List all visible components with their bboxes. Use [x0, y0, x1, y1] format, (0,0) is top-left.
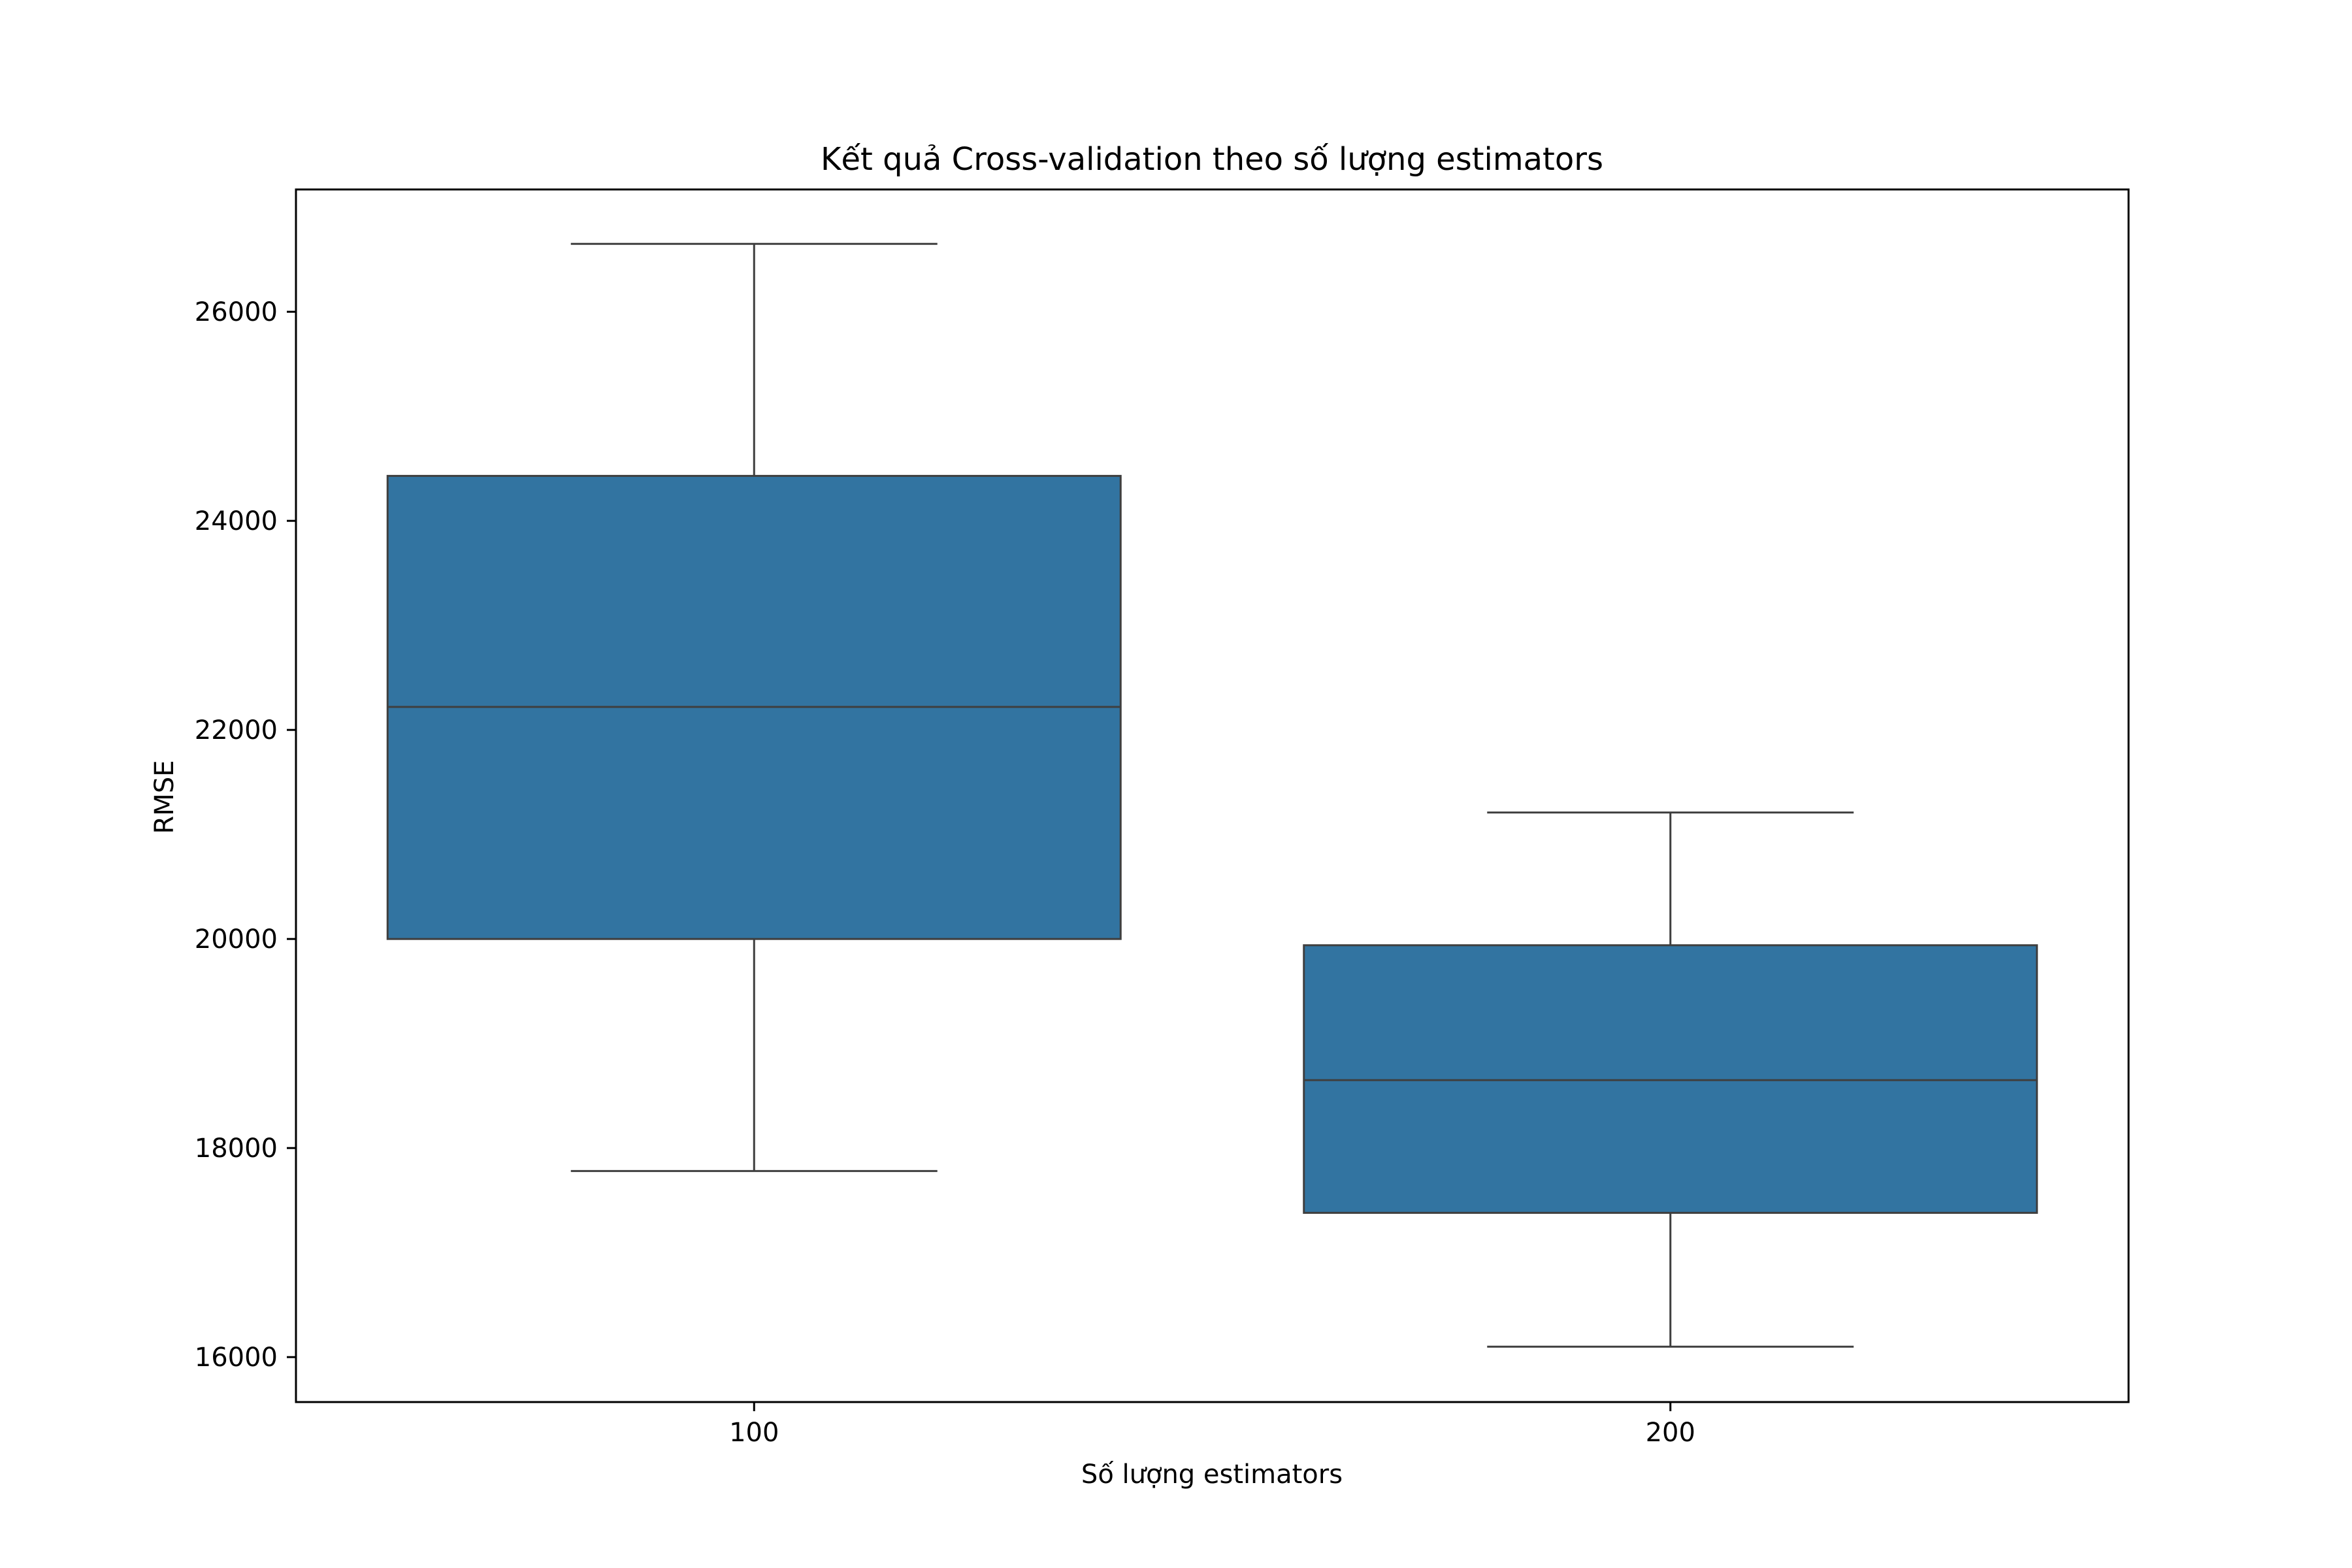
box-group-100 — [386, 242, 1122, 1172]
plot-frame — [295, 188, 2130, 1403]
y-tick-label: 20000 — [195, 924, 278, 955]
box-200 — [1303, 944, 2038, 1214]
y-axis: 16000 18000 20000 22000 24000 26000 — [195, 297, 296, 1373]
x-axis: 100 200 — [729, 1402, 1695, 1448]
y-tick-label: 26000 — [195, 297, 278, 327]
y-tick-label: 16000 — [195, 1343, 278, 1373]
y-axis-label: RMSE — [150, 760, 180, 834]
y-tick-label: 22000 — [195, 715, 278, 745]
chart-title: Kết quả Cross-validation theo số lượng e… — [821, 141, 1603, 178]
x-axis-label: Số lượng estimators — [1081, 1460, 1343, 1490]
box-group-200 — [1303, 811, 2038, 1348]
x-tick-label: 200 — [1646, 1418, 1695, 1448]
x-tick-label: 100 — [729, 1418, 779, 1448]
y-tick-label: 24000 — [195, 506, 278, 536]
y-tick-label: 18000 — [195, 1134, 278, 1164]
boxes-layer — [386, 242, 2038, 1348]
